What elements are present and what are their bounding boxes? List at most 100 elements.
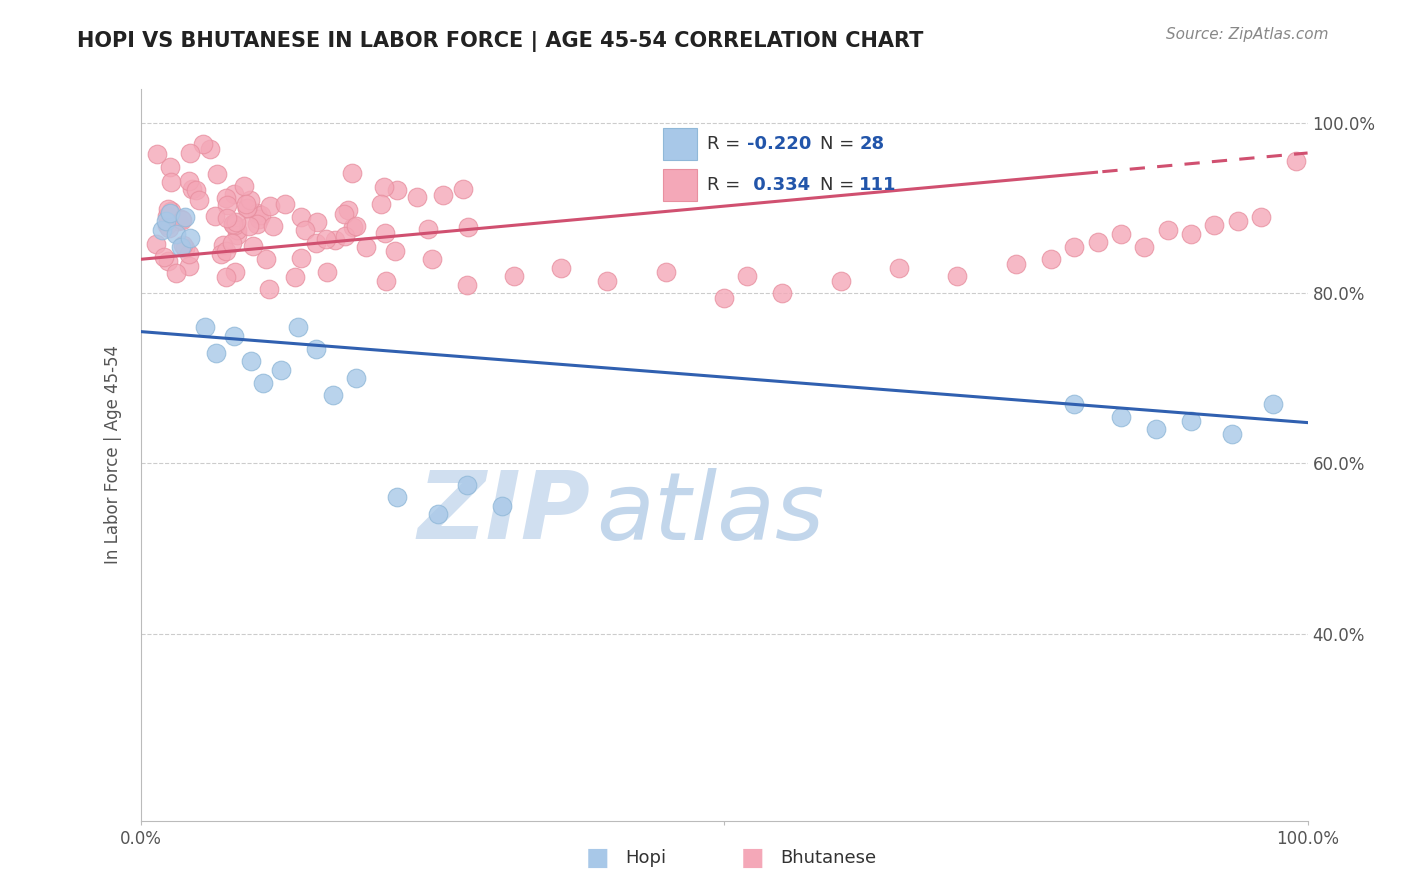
Point (240, 354, 263, 368)
Bar (664, 169, 697, 201)
Text: 0.334: 0.334 (747, 176, 810, 194)
Point (1039, 252, 1062, 267)
Point (252, 376, 274, 390)
Text: R =: R = (707, 176, 747, 194)
Point (354, 240, 377, 254)
Point (1226, 214, 1249, 228)
Point (235, 197, 257, 211)
Point (307, 215, 329, 229)
Point (1063, 239, 1085, 253)
Point (150, 222, 173, 236)
Point (221, 235, 243, 250)
Point (946, 269, 969, 284)
Point (1109, 227, 1132, 241)
Text: 28: 28 (859, 135, 884, 153)
Point (193, 137, 215, 152)
Point (1156, 222, 1178, 236)
Point (222, 218, 245, 232)
Point (205, 346, 228, 360)
Point (207, 167, 229, 181)
Text: Bhutanese: Bhutanese (780, 849, 876, 867)
Point (1204, 219, 1226, 233)
Point (247, 212, 270, 227)
Point (370, 197, 392, 211)
Text: atlas: atlas (596, 468, 824, 559)
Point (224, 265, 246, 279)
Point (155, 214, 177, 228)
Point (290, 211, 312, 225)
Point (239, 194, 262, 208)
Point (179, 247, 201, 261)
Text: ZIP: ZIP (418, 467, 591, 559)
Point (451, 182, 474, 196)
Point (246, 217, 269, 231)
Point (713, 291, 735, 305)
Point (290, 252, 312, 266)
Point (215, 198, 238, 212)
Point (238, 219, 260, 234)
Point (596, 274, 619, 288)
Point (246, 206, 269, 220)
Text: -0.220: -0.220 (747, 135, 811, 153)
Point (257, 282, 280, 296)
Point (284, 269, 307, 284)
Point (215, 244, 238, 258)
Point (172, 238, 194, 252)
Point (1144, 422, 1167, 436)
Text: N =: N = (820, 176, 860, 194)
Point (179, 146, 201, 161)
Point (211, 238, 233, 252)
Point (152, 250, 174, 264)
Point (346, 371, 368, 385)
Text: ■: ■ (586, 847, 609, 870)
Point (305, 342, 328, 356)
Point (222, 187, 245, 202)
Point (198, 142, 221, 156)
Point (1250, 210, 1272, 224)
Point (427, 508, 450, 522)
Point (159, 160, 181, 174)
Point (254, 252, 277, 267)
Point (160, 203, 183, 218)
Point (1261, 397, 1284, 411)
Point (1180, 414, 1202, 428)
Point (889, 260, 911, 275)
Point (1087, 235, 1109, 250)
Point (159, 205, 181, 219)
Point (274, 197, 297, 211)
Point (384, 244, 406, 258)
Point (221, 217, 243, 231)
Point (772, 286, 794, 301)
Point (194, 320, 217, 334)
Point (174, 210, 197, 224)
Point (180, 182, 202, 196)
Point (184, 183, 207, 197)
Point (146, 147, 169, 161)
Point (167, 214, 190, 228)
Point (225, 215, 247, 229)
Point (187, 193, 209, 207)
Point (737, 269, 759, 284)
Point (215, 191, 238, 205)
Point (294, 223, 316, 237)
Point (332, 207, 354, 221)
Point (491, 499, 513, 513)
Point (270, 363, 292, 377)
Text: Source: ZipAtlas.com: Source: ZipAtlas.com (1166, 27, 1329, 42)
Point (170, 239, 193, 253)
Point (405, 190, 427, 204)
Point (224, 218, 246, 232)
Point (340, 166, 363, 180)
Point (1133, 239, 1156, 253)
Point (344, 219, 367, 234)
Point (830, 274, 852, 288)
Point (550, 260, 572, 275)
Point (418, 222, 440, 236)
Point (165, 266, 187, 280)
Point (432, 187, 454, 202)
Point (170, 211, 193, 226)
Point (387, 491, 409, 505)
Bar (664, 128, 697, 160)
Point (374, 226, 396, 240)
Text: HOPI VS BHUTANESE IN LABOR FORCE | AGE 45-54 CORRELATION CHART: HOPI VS BHUTANESE IN LABOR FORCE | AGE 4… (77, 31, 924, 53)
